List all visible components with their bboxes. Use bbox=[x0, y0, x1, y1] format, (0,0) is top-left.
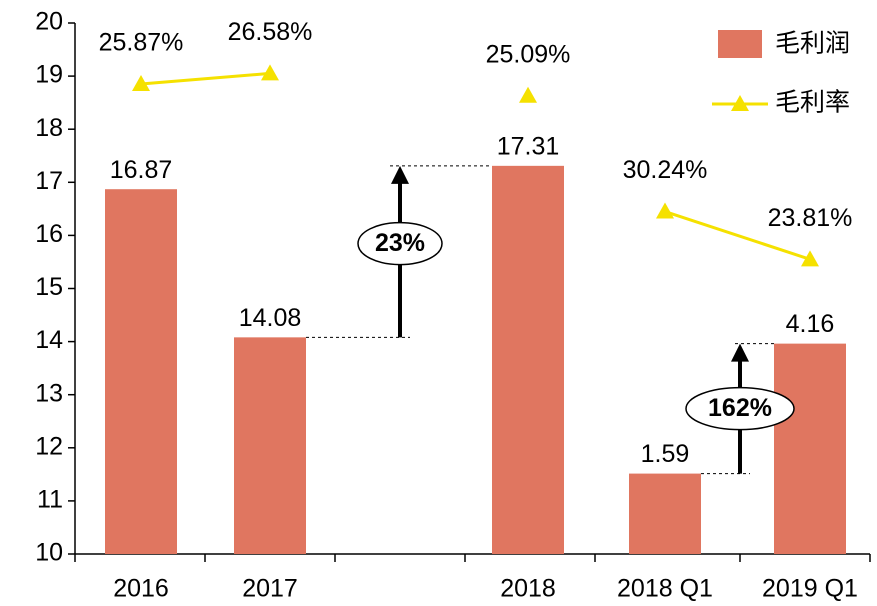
line-value-label: 25.87% bbox=[99, 29, 184, 57]
bar-value-label: 16.87 bbox=[110, 156, 173, 184]
bar bbox=[629, 473, 701, 554]
y-tick-label: 13 bbox=[35, 379, 63, 407]
y-tick-label: 15 bbox=[35, 273, 63, 301]
bar-value-label: 4.16 bbox=[786, 310, 835, 338]
bar bbox=[774, 343, 846, 554]
line-segment bbox=[140, 71, 271, 86]
y-tick-label: 10 bbox=[35, 539, 63, 567]
annotation: 162% bbox=[708, 394, 772, 422]
x-tick-label: 2016 bbox=[113, 575, 169, 603]
line-value-label: 30.24% bbox=[623, 156, 708, 184]
marker bbox=[132, 75, 150, 92]
arrow-head bbox=[731, 343, 749, 362]
line-segment bbox=[664, 210, 811, 261]
x-tick-label: 2017 bbox=[242, 575, 298, 603]
bar bbox=[492, 165, 564, 555]
bar bbox=[234, 337, 306, 554]
line-value-label: 25.09% bbox=[486, 40, 571, 68]
line-value-label: 23.81% bbox=[768, 204, 853, 232]
y-tick-label: 18 bbox=[35, 114, 63, 142]
annotation-bubble bbox=[357, 221, 443, 266]
y-tick-label: 19 bbox=[35, 61, 63, 89]
legend-label: 毛利率 bbox=[775, 89, 850, 117]
legend-label: 毛利润 bbox=[775, 30, 850, 58]
y-tick-label: 17 bbox=[35, 167, 63, 195]
annotation: 23% bbox=[375, 229, 425, 257]
marker bbox=[519, 86, 537, 103]
legend-marker bbox=[731, 95, 749, 111]
marker bbox=[656, 202, 674, 219]
bar-value-label: 14.08 bbox=[239, 304, 302, 332]
y-tick-label: 14 bbox=[35, 326, 63, 354]
bar-value-label: 1.59 bbox=[641, 440, 690, 468]
x-tick-label: 2018 bbox=[500, 575, 556, 603]
y-tick-label: 11 bbox=[37, 486, 63, 514]
legend-swatch bbox=[718, 30, 762, 58]
x-tick-label: 2019 Q1 bbox=[762, 575, 858, 603]
arrow-head bbox=[391, 165, 409, 184]
bar-value-label: 17.31 bbox=[497, 132, 560, 160]
y-tick-label: 12 bbox=[35, 432, 63, 460]
annotation-bubble bbox=[685, 386, 795, 431]
y-tick-label: 20 bbox=[35, 8, 63, 36]
marker bbox=[261, 64, 279, 81]
y-tick-label: 16 bbox=[35, 220, 63, 248]
bar bbox=[105, 189, 177, 554]
x-tick-label: 2018 Q1 bbox=[617, 575, 713, 603]
marker bbox=[801, 250, 819, 267]
line-value-label: 26.58% bbox=[228, 18, 313, 46]
